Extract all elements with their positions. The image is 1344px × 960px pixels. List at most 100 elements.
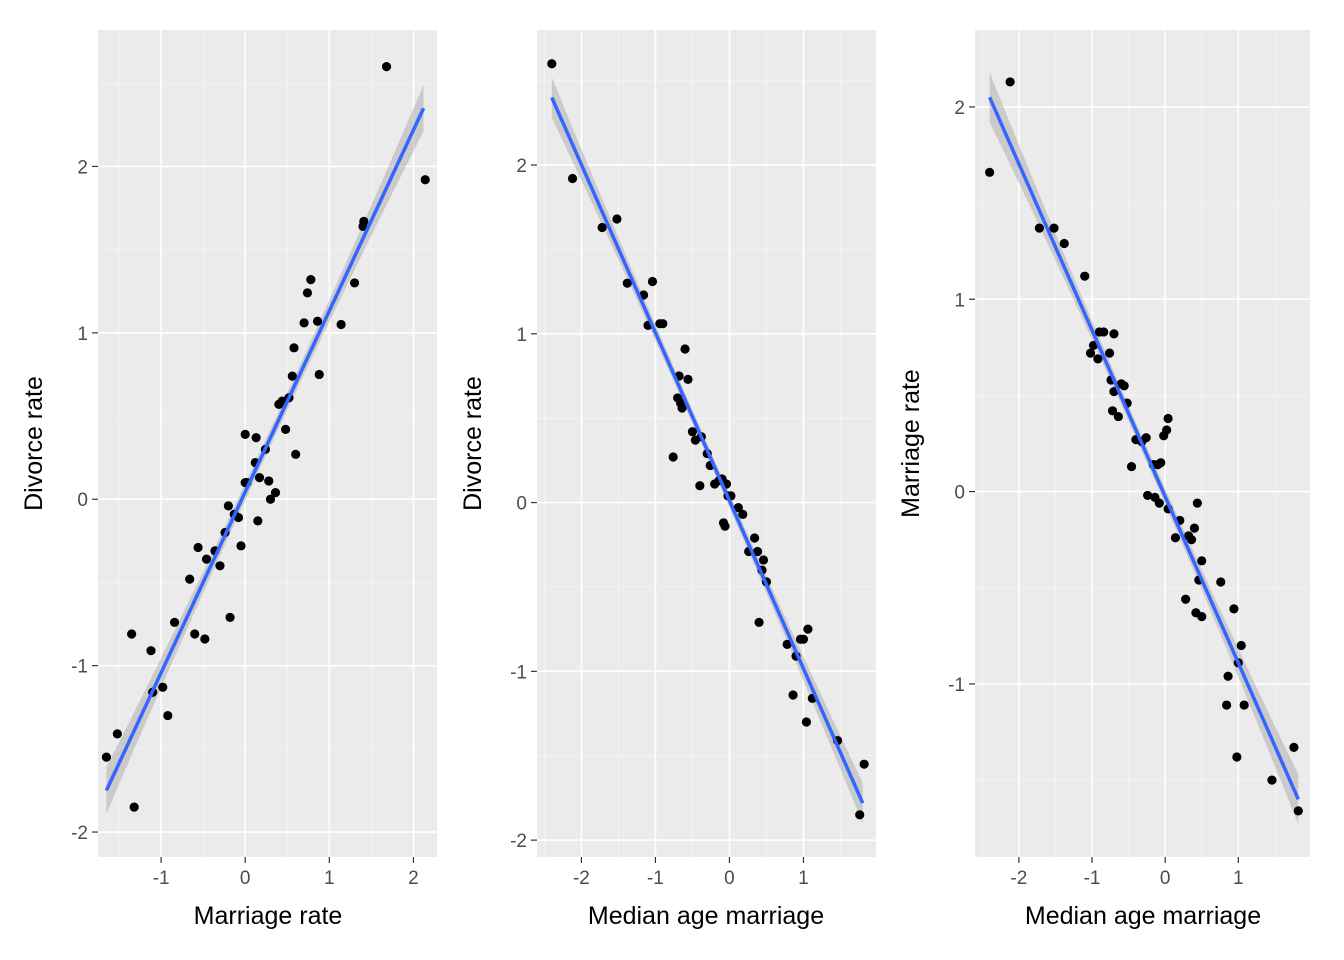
data-point [127,629,137,639]
data-point [1080,271,1090,281]
data-point [1163,413,1173,424]
y-tick-label: 1 [954,290,965,311]
data-point [1099,327,1109,337]
data-point [622,278,632,288]
data-point [163,710,173,721]
x-tick-label: 0 [724,868,735,889]
x-tick-label: 0 [240,868,251,889]
data-point [1156,458,1166,468]
data-point [251,433,261,443]
data-point [1162,425,1172,435]
y-tick-label: -2 [71,823,88,844]
data-point [240,429,250,439]
data-point [1113,411,1123,422]
data-point [280,424,291,434]
data-point [750,533,760,543]
data-point [658,319,668,329]
x-tick-label: -2 [573,868,590,889]
x-tick-label: -1 [647,868,664,889]
data-point [1229,604,1239,614]
data-point [985,167,995,177]
y-tick-label: 1 [77,324,88,345]
x-tick-label: -2 [1010,868,1027,889]
data-point [1104,348,1115,358]
x-tick-label: 1 [324,868,335,889]
data-point [193,542,203,553]
data-point [1034,223,1044,233]
y-axis-title: Divorce rate [20,376,48,511]
y-tick-label: 2 [954,98,965,119]
data-point [677,403,687,413]
data-point [1059,238,1069,249]
data-point [801,717,812,727]
regression-line [104,107,426,792]
x-axis-title: Median age marriage [588,902,824,930]
y-tick-label: -1 [948,675,965,696]
data-point [200,634,210,644]
data-point [1239,700,1249,710]
data-point [225,612,235,622]
data-point [782,639,792,649]
data-point [752,546,763,557]
data-point [215,561,225,571]
data-point [223,501,233,511]
data-point [1189,523,1200,533]
data-point [1107,406,1118,416]
data-point [720,521,730,531]
data-point [1126,461,1137,472]
x-tick-label: 1 [1233,868,1244,889]
panel-3: -2 -1 0 1 -1 0 1 2 Median age marriage Marriage r… [897,30,1310,930]
data-point [253,516,263,526]
data-point [129,802,139,812]
data-point [314,369,324,380]
data-point [1119,381,1129,391]
data-point [567,173,578,184]
data-point [754,617,764,628]
data-point [1222,700,1232,710]
data-point [1005,77,1015,87]
data-point [169,617,180,627]
data-point [112,729,122,739]
y-tick-label: -1 [510,662,527,683]
data-point [101,752,112,762]
regression-line [988,96,1300,801]
data-point [859,759,869,769]
data-point [680,344,690,354]
data-point [668,452,678,462]
y-tick-label: 0 [954,483,965,504]
y-tick-label: 1 [516,325,527,346]
panel-2: -2 -1 0 1 -2 -1 0 1 2 Median age marriage Divorce … [459,30,876,930]
data-point [1088,340,1099,351]
data-point [1289,742,1299,752]
data-point [359,216,369,226]
x-axis-title: Marriage rate [194,902,343,930]
data-point [1267,775,1277,785]
data-point [855,810,865,820]
data-point [798,634,809,644]
data-point [1141,433,1151,443]
data-point [299,318,309,328]
data-point [1154,498,1164,508]
data-point [302,288,313,298]
data-point [1181,594,1191,604]
data-point [265,494,276,504]
data-point [287,371,297,381]
regression-line [550,96,865,804]
data-point [733,503,743,513]
data-point [381,62,392,72]
data-point [803,624,813,634]
data-point [306,274,316,285]
data-point [1197,556,1207,566]
data-point [289,343,299,353]
y-tick-label: 2 [516,156,527,177]
data-point [738,509,748,519]
data-point [647,276,658,287]
data-point [1197,611,1207,622]
data-point [597,222,607,233]
data-point [1170,533,1181,543]
x-tick-label: 1 [798,868,809,889]
data-point [1049,223,1059,233]
y-tick-label: 0 [516,494,527,515]
data-point [185,574,195,584]
